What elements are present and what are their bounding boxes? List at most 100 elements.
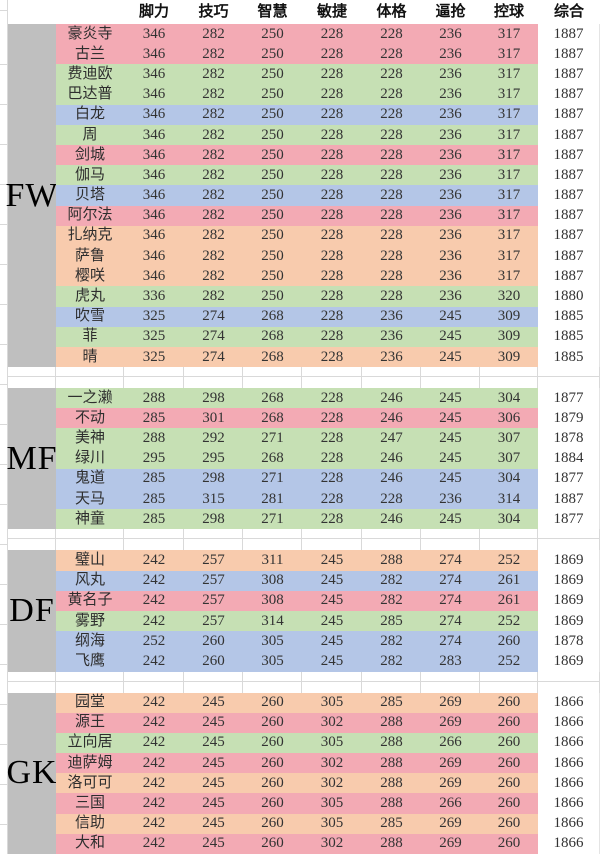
- stat-cell[interactable]: 305: [302, 692, 362, 713]
- total-cell[interactable]: 1887: [538, 489, 600, 510]
- stat-cell[interactable]: 260: [243, 773, 302, 794]
- stat-cell[interactable]: 245: [184, 813, 243, 834]
- player-name-cell[interactable]: 菲: [56, 326, 124, 347]
- stat-cell[interactable]: 282: [362, 570, 421, 591]
- stat-cell[interactable]: 285: [362, 692, 421, 713]
- stat-cell[interactable]: 304: [480, 468, 538, 490]
- player-name-cell[interactable]: 迪萨姆: [56, 753, 124, 774]
- stat-cell[interactable]: 260: [480, 793, 538, 814]
- stat-cell[interactable]: 228: [302, 44, 362, 65]
- total-cell[interactable]: 1887: [538, 44, 600, 65]
- player-name-cell[interactable]: 园堂: [56, 692, 124, 713]
- stat-cell[interactable]: 245: [421, 428, 480, 449]
- total-cell[interactable]: 1866: [538, 833, 600, 854]
- stat-cell[interactable]: 236: [421, 124, 480, 146]
- player-name-cell[interactable]: 剑城: [56, 145, 124, 166]
- stat-cell[interactable]: 245: [421, 306, 480, 327]
- player-name-cell[interactable]: 飞鹰: [56, 651, 124, 672]
- position-label-mf[interactable]: MF: [6, 388, 57, 530]
- stat-cell[interactable]: 260: [480, 753, 538, 774]
- stat-cell[interactable]: 282: [184, 286, 243, 307]
- player-name-cell[interactable]: 美神: [56, 428, 124, 449]
- stat-cell[interactable]: 250: [243, 286, 302, 307]
- stat-cell[interactable]: 250: [243, 145, 302, 166]
- stat-cell[interactable]: 315: [184, 489, 243, 510]
- stat-cell[interactable]: 307: [480, 428, 538, 449]
- stat-cell[interactable]: 228: [302, 225, 362, 247]
- stat-cell[interactable]: 228: [302, 266, 362, 287]
- stat-cell[interactable]: 288: [124, 428, 184, 449]
- stat-cell[interactable]: 304: [480, 388, 538, 409]
- stat-cell[interactable]: 317: [480, 64, 538, 85]
- stat-cell[interactable]: 266: [421, 732, 480, 754]
- column-header[interactable]: 综合: [538, 0, 600, 24]
- stat-cell[interactable]: 292: [184, 428, 243, 449]
- player-name-cell[interactable]: 信助: [56, 813, 124, 834]
- stat-cell[interactable]: 228: [302, 428, 362, 449]
- player-name-cell[interactable]: 源王: [56, 712, 124, 733]
- stat-cell[interactable]: 228: [302, 205, 362, 226]
- total-cell[interactable]: 1887: [538, 84, 600, 105]
- stat-cell[interactable]: 245: [184, 793, 243, 814]
- stat-cell[interactable]: 282: [184, 165, 243, 186]
- player-name-cell[interactable]: 巴达普: [56, 84, 124, 105]
- stat-cell[interactable]: 250: [243, 24, 302, 45]
- player-name-cell[interactable]: 吹雪: [56, 306, 124, 327]
- stat-cell[interactable]: 228: [362, 266, 421, 287]
- stat-cell[interactable]: 236: [421, 104, 480, 125]
- stat-cell[interactable]: 346: [124, 64, 184, 85]
- stat-cell[interactable]: 228: [302, 448, 362, 469]
- stat-cell[interactable]: 288: [362, 550, 421, 571]
- position-label-df[interactable]: DF: [8, 550, 56, 672]
- stat-cell[interactable]: 309: [480, 326, 538, 347]
- stat-cell[interactable]: 228: [362, 286, 421, 307]
- stat-cell[interactable]: 228: [302, 306, 362, 327]
- stat-cell[interactable]: 260: [243, 692, 302, 713]
- stat-cell[interactable]: 245: [421, 468, 480, 490]
- stat-cell[interactable]: 228: [362, 489, 421, 510]
- stat-cell[interactable]: 346: [124, 225, 184, 247]
- stat-cell[interactable]: 236: [421, 44, 480, 65]
- stat-cell[interactable]: 228: [302, 346, 362, 368]
- stat-cell[interactable]: 288: [362, 712, 421, 733]
- stat-cell[interactable]: 285: [124, 489, 184, 510]
- stat-cell[interactable]: 295: [124, 448, 184, 469]
- stat-cell[interactable]: 242: [124, 833, 184, 854]
- stat-cell[interactable]: 306: [480, 408, 538, 429]
- stat-cell[interactable]: 228: [302, 145, 362, 166]
- stat-cell[interactable]: 346: [124, 165, 184, 186]
- stat-cell[interactable]: 242: [124, 753, 184, 774]
- total-cell[interactable]: 1866: [538, 753, 600, 774]
- stat-cell[interactable]: 317: [480, 84, 538, 105]
- player-name-cell[interactable]: 樱咲: [56, 266, 124, 287]
- stat-cell[interactable]: 236: [421, 185, 480, 206]
- stat-cell[interactable]: 245: [421, 346, 480, 368]
- total-cell[interactable]: 1887: [538, 165, 600, 186]
- position-label-gk[interactable]: GK: [6, 692, 57, 854]
- stat-cell[interactable]: 305: [302, 732, 362, 754]
- stat-cell[interactable]: 250: [243, 44, 302, 65]
- total-cell[interactable]: 1887: [538, 124, 600, 146]
- stat-cell[interactable]: 260: [243, 833, 302, 854]
- player-name-cell[interactable]: 一之濑: [56, 388, 124, 409]
- player-name-cell[interactable]: 萨鲁: [56, 246, 124, 267]
- stat-cell[interactable]: 228: [302, 286, 362, 307]
- stat-cell[interactable]: 260: [184, 631, 243, 652]
- stat-cell[interactable]: 228: [302, 326, 362, 347]
- player-name-cell[interactable]: 神童: [56, 509, 124, 530]
- stat-cell[interactable]: 252: [480, 651, 538, 672]
- stat-cell[interactable]: 274: [184, 326, 243, 347]
- stat-cell[interactable]: 260: [480, 732, 538, 754]
- stat-cell[interactable]: 245: [302, 610, 362, 632]
- total-cell[interactable]: 1880: [538, 286, 600, 307]
- stat-cell[interactable]: 236: [421, 24, 480, 45]
- stat-cell[interactable]: 302: [302, 753, 362, 774]
- stat-cell[interactable]: 245: [184, 712, 243, 733]
- stat-cell[interactable]: 257: [184, 550, 243, 571]
- stat-cell[interactable]: 282: [184, 44, 243, 65]
- player-name-cell[interactable]: 鬼道: [56, 468, 124, 490]
- stat-cell[interactable]: 228: [362, 185, 421, 206]
- stat-cell[interactable]: 236: [421, 225, 480, 247]
- stat-cell[interactable]: 269: [421, 813, 480, 834]
- stat-cell[interactable]: 317: [480, 24, 538, 45]
